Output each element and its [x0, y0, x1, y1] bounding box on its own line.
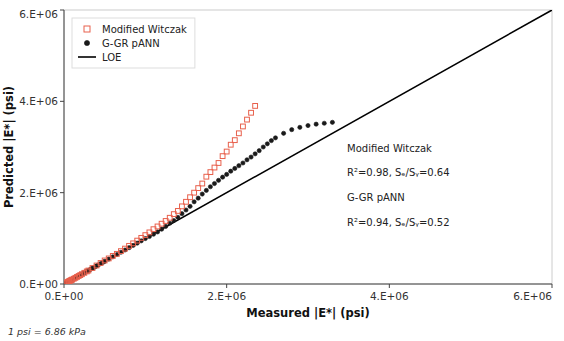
x-tick: [64, 284, 65, 288]
scatter-point: [241, 124, 246, 129]
annotation: G-GR pANN: [347, 192, 405, 203]
x-tick: [389, 284, 390, 288]
y-tick-label: 2.E+06: [19, 187, 58, 199]
scatter-point: [188, 204, 192, 208]
scatter-point: [200, 181, 205, 186]
scatter-point: [282, 131, 286, 135]
y-tick: [60, 10, 64, 11]
x-tick-label: 0.E+00: [45, 290, 84, 302]
scatter-point: [237, 164, 241, 168]
x-tick-label: 6.E+06: [513, 290, 552, 302]
scatter-point: [208, 185, 212, 189]
scatter-point: [330, 120, 334, 124]
y-tick-label: 0.E+00: [19, 278, 58, 290]
scatter-point: [249, 110, 254, 115]
scatter-point: [290, 128, 294, 132]
y-tick-label: 6.E+06: [19, 8, 58, 20]
legend-label: LOE: [102, 52, 121, 63]
x-tick: [552, 284, 553, 288]
scatter-point: [241, 161, 245, 165]
scatter-point: [253, 104, 258, 109]
scatter-point: [269, 139, 273, 143]
legend-swatch: [78, 56, 96, 58]
legend-swatch: [84, 40, 89, 45]
scatter-point: [212, 181, 216, 185]
scatter-point: [233, 166, 237, 170]
plot-area: [64, 10, 552, 284]
scatter-point: [273, 136, 277, 140]
annotation: Modified Witczak: [347, 143, 432, 154]
legend-box: [72, 18, 195, 68]
y-tick: [60, 101, 64, 102]
annotation: R²=0.94, Sₑ/Sᵧ=0.52: [347, 217, 450, 228]
legend-swatch: [84, 26, 90, 32]
x-tick: [226, 284, 227, 288]
scatter-point: [257, 149, 261, 153]
scatter-point: [298, 125, 302, 129]
scatter-point: [204, 188, 208, 192]
plot-frame: [64, 10, 552, 284]
annotation: R²=0.98, Sₑ/Sᵧ=0.64: [347, 167, 450, 178]
scatter-point: [232, 138, 237, 143]
scatter-point: [265, 142, 269, 146]
scatter-point: [229, 169, 233, 173]
scatter-point: [249, 155, 253, 159]
scatter-point: [196, 196, 200, 200]
x-axis-label: Measured |E*| (psi): [246, 306, 370, 320]
scatter-point: [261, 145, 265, 149]
y-tick: [60, 284, 64, 285]
scatter-point: [322, 121, 326, 125]
scatter-point: [192, 200, 196, 204]
legend: Modified Witczak G-GR pANN LOE: [72, 18, 195, 68]
footnote: 1 psi = 6.86 kPa: [8, 326, 86, 337]
loe-line: [64, 10, 552, 284]
x-tick-label: 4.E+06: [370, 290, 409, 302]
scatter-point: [306, 123, 310, 127]
y-tick: [60, 192, 64, 193]
scatter-point: [236, 131, 241, 136]
scatter-point: [216, 161, 221, 166]
scatter-point: [314, 122, 318, 126]
legend-label: Modified Witczak: [102, 24, 187, 35]
y-axis-label: Predicted |E*| (psi): [2, 86, 16, 208]
y-tick-label: 4.E+06: [19, 95, 58, 107]
y-axis-line: [64, 10, 65, 284]
scatter-point: [224, 149, 229, 154]
scatter-point: [216, 178, 220, 182]
x-tick-label: 2.E+06: [207, 290, 246, 302]
x-axis-line: [64, 284, 552, 285]
legend-label: G-GR pANN: [102, 38, 160, 49]
scatter-point: [253, 152, 257, 156]
scatter-point: [221, 175, 225, 179]
scatter-point: [245, 117, 250, 122]
scatter-point: [225, 172, 229, 176]
scatter-point: [245, 158, 249, 162]
scatter-point: [200, 192, 204, 196]
